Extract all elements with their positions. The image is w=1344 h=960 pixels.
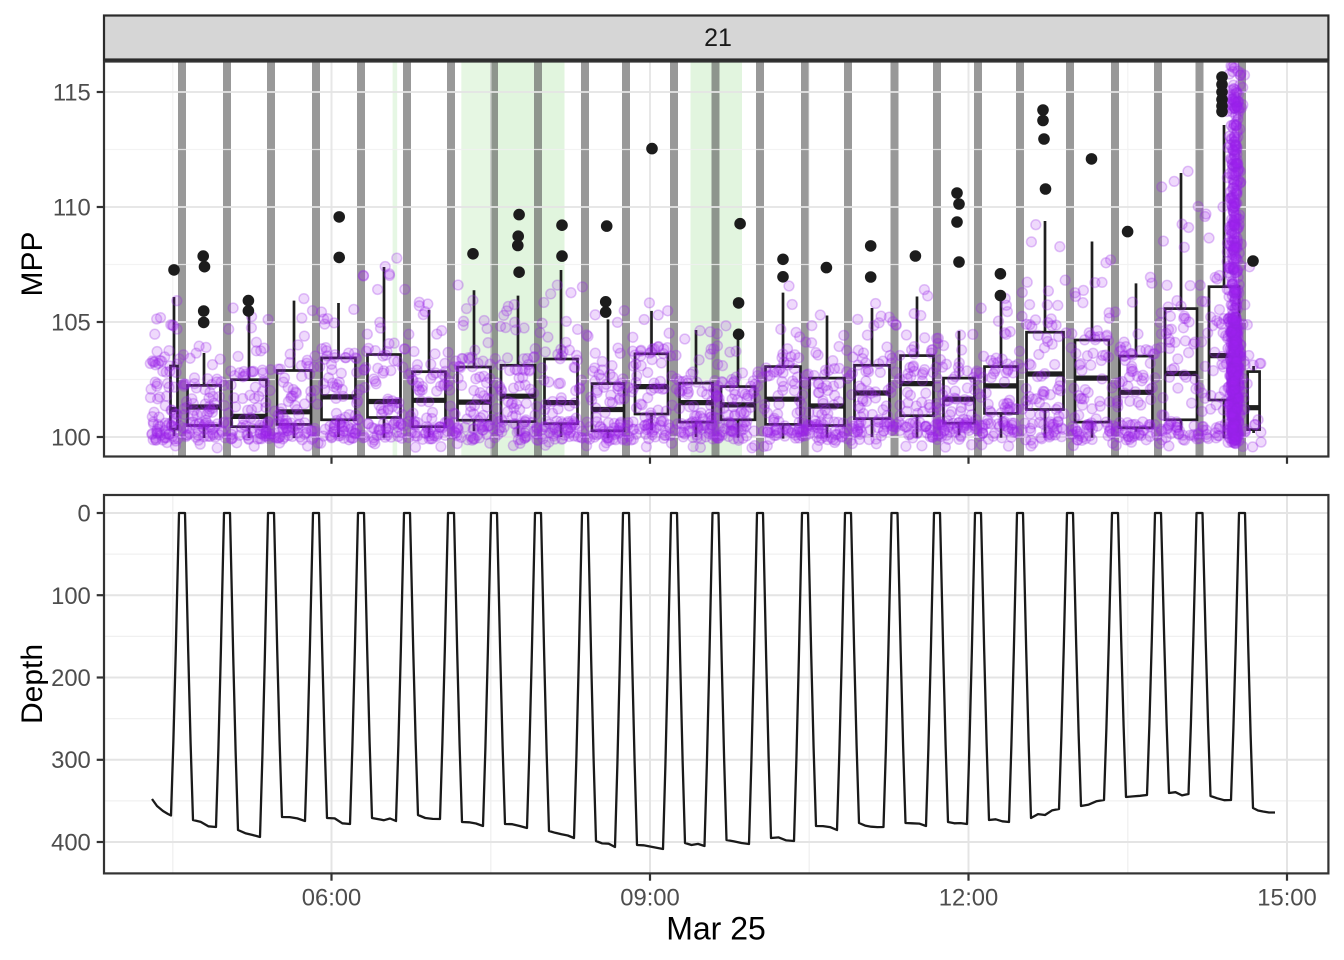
svg-text:115: 115 — [53, 80, 91, 107]
svg-text:110: 110 — [53, 195, 91, 222]
svg-text:21: 21 — [704, 24, 732, 52]
svg-text:MPP: MPP — [16, 231, 49, 296]
svg-text:100: 100 — [51, 425, 91, 452]
svg-text:Depth: Depth — [16, 644, 49, 724]
svg-text:100: 100 — [51, 583, 91, 610]
svg-text:105: 105 — [51, 310, 91, 337]
svg-text:Mar 25: Mar 25 — [666, 911, 766, 947]
svg-text:200: 200 — [51, 665, 91, 692]
svg-text:09:00: 09:00 — [620, 885, 680, 912]
svg-text:0: 0 — [78, 501, 91, 528]
svg-text:12:00: 12:00 — [939, 885, 999, 912]
svg-text:06:00: 06:00 — [302, 885, 362, 912]
svg-text:400: 400 — [51, 830, 91, 857]
svg-text:300: 300 — [51, 747, 91, 774]
svg-text:15:00: 15:00 — [1257, 885, 1317, 912]
